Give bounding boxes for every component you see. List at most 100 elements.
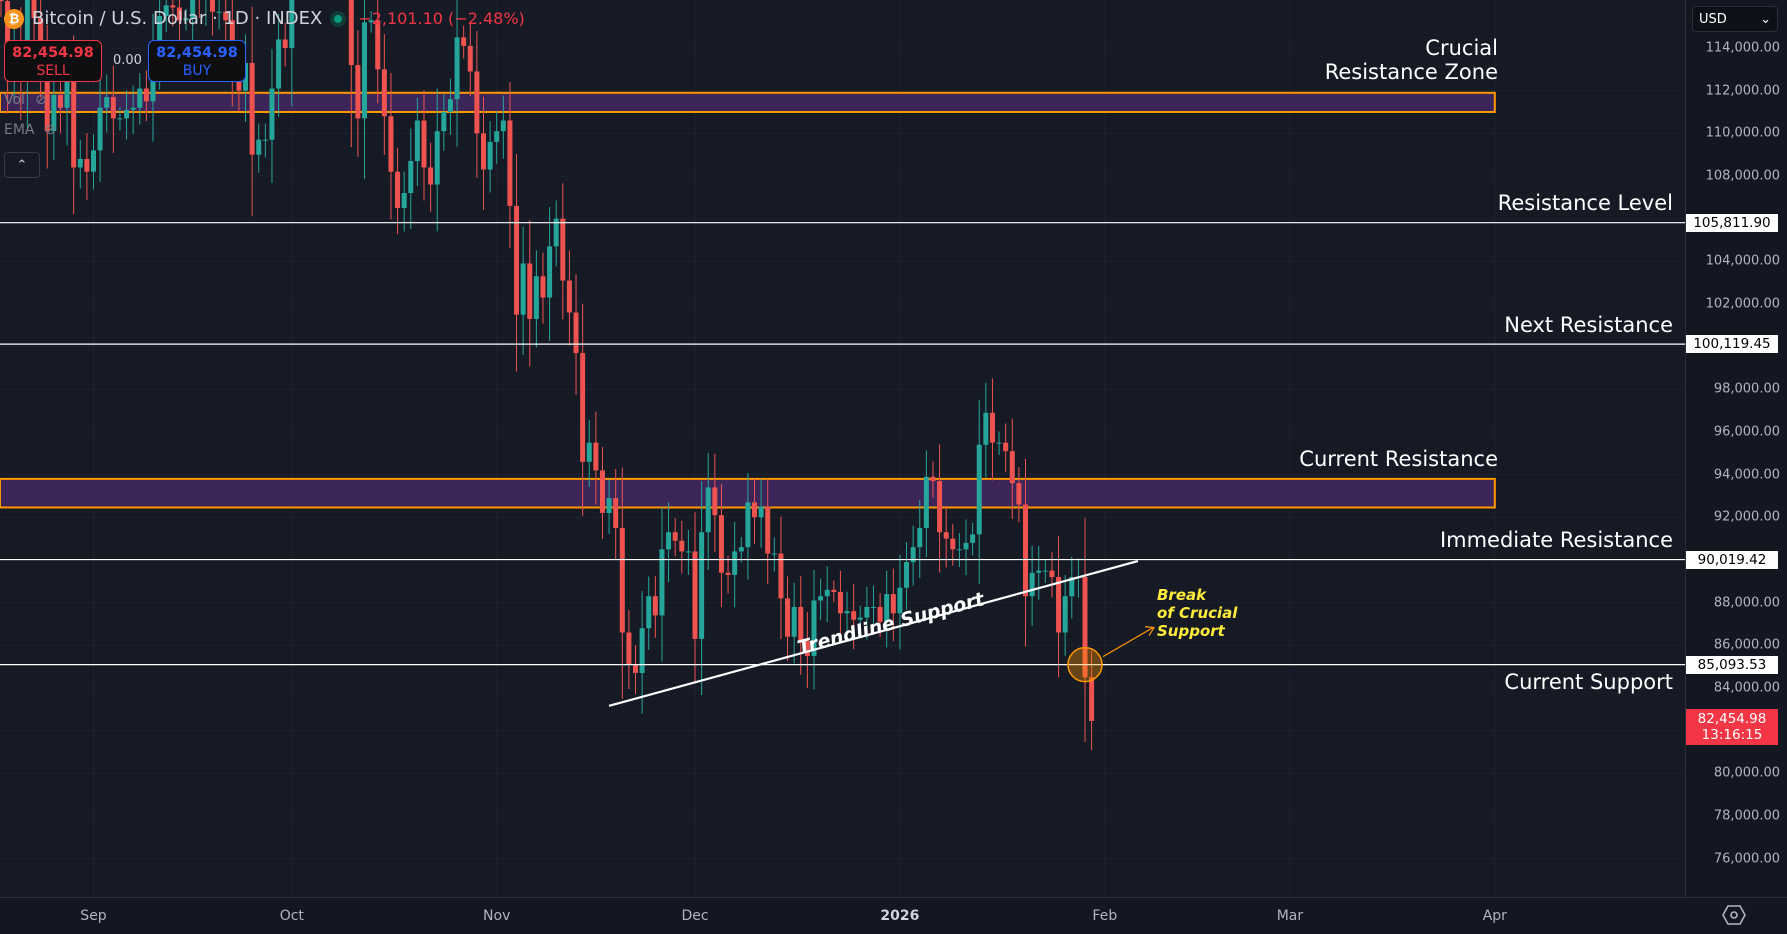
price-tick: 84,000.00 bbox=[1713, 680, 1780, 696]
price-change: −2,101.10 (−2.48%) bbox=[358, 9, 525, 28]
candle-body bbox=[57, 94, 63, 108]
level-price-label: 90,019.42 bbox=[1686, 550, 1778, 569]
eye-off-icon[interactable]: ⊘ bbox=[34, 92, 47, 108]
level-price-label: 105,811.90 bbox=[1686, 213, 1778, 232]
price-tick: 102,000.00 bbox=[1705, 296, 1780, 312]
time-tick: Oct bbox=[279, 908, 304, 924]
candle-body bbox=[857, 617, 863, 620]
chevron-down-icon: ⌄ bbox=[1760, 11, 1771, 27]
price-tick: 86,000.00 bbox=[1713, 637, 1780, 653]
chevron-up-icon: ⌃ bbox=[16, 157, 28, 173]
candle-body bbox=[124, 109, 130, 119]
candle-body bbox=[84, 158, 90, 172]
candle-body bbox=[408, 161, 414, 194]
price-tick: 104,000.00 bbox=[1705, 253, 1780, 269]
candle-body bbox=[269, 88, 275, 140]
candle-body bbox=[428, 167, 434, 185]
currency-select[interactable]: USD ⌄ bbox=[1692, 6, 1778, 32]
candle-body bbox=[1023, 504, 1029, 597]
candle-body bbox=[923, 476, 929, 528]
indicator-vol[interactable]: Vol ⊘ bbox=[4, 92, 47, 108]
candle-body bbox=[652, 596, 658, 616]
candle-body bbox=[540, 276, 546, 298]
price-tick: 108,000.00 bbox=[1705, 168, 1780, 184]
candle-body bbox=[434, 131, 440, 185]
candle-body bbox=[705, 487, 711, 533]
sell-price: 82,454.98 bbox=[12, 45, 94, 61]
candle-body bbox=[1089, 677, 1095, 722]
candle-body bbox=[1062, 596, 1068, 633]
candle-body bbox=[414, 120, 420, 162]
candle-body bbox=[282, 39, 288, 48]
candle-body bbox=[547, 246, 553, 298]
candle-body bbox=[1009, 451, 1015, 484]
candle-body bbox=[130, 107, 136, 110]
price-chart[interactable] bbox=[0, 0, 1685, 897]
candle-body bbox=[712, 487, 718, 516]
candle-body bbox=[983, 412, 989, 445]
candle-body bbox=[778, 553, 784, 599]
annotation-current-support: Current Support bbox=[1504, 670, 1673, 694]
candle-body bbox=[1042, 570, 1048, 572]
candle-body bbox=[626, 632, 632, 665]
time-tick: Sep bbox=[80, 908, 107, 924]
candle-body bbox=[276, 39, 282, 89]
candle-body bbox=[64, 77, 70, 108]
candle-body bbox=[143, 88, 149, 102]
candle-body bbox=[824, 589, 830, 597]
price-axis[interactable]: 114,000.00 112,000.00 110,000.00 108,000.00… bbox=[1685, 0, 1787, 897]
candle-body bbox=[659, 549, 665, 616]
bitcoin-icon: ₿ bbox=[4, 8, 24, 29]
candle-body bbox=[639, 628, 645, 674]
price-tick: 112,000.00 bbox=[1705, 83, 1780, 99]
annotation-crucial-zone: Crucial Resistance Zone bbox=[1324, 36, 1498, 84]
price-tick: 94,000.00 bbox=[1713, 467, 1780, 483]
candle-body bbox=[884, 594, 890, 622]
candle-body bbox=[289, 0, 295, 48]
price-tick: 114,000.00 bbox=[1705, 40, 1780, 56]
candle-body bbox=[362, 22, 368, 119]
candle-body bbox=[937, 481, 943, 533]
collapse-indicators-button[interactable]: ⌃ bbox=[4, 152, 40, 178]
settings-icon[interactable] bbox=[1722, 904, 1746, 926]
candle-body bbox=[190, 0, 196, 19]
time-tick: Feb bbox=[1092, 908, 1118, 924]
candle-body bbox=[507, 120, 513, 206]
candle-body bbox=[104, 97, 110, 108]
candle-body bbox=[249, 62, 255, 155]
candle-body bbox=[137, 88, 143, 108]
candle-body bbox=[71, 77, 77, 168]
candle-body bbox=[950, 538, 956, 550]
candle-body bbox=[520, 263, 526, 315]
candle-body bbox=[970, 534, 976, 543]
price-tick: 98,000.00 bbox=[1713, 381, 1780, 397]
annotation-immediate-resistance: Immediate Resistance bbox=[1439, 528, 1673, 552]
candle-body bbox=[917, 527, 923, 548]
symbol-header[interactable]: ₿ Bitcoin / U.S. Dollar · 1D · INDEX −2,… bbox=[4, 8, 525, 29]
candle-body bbox=[480, 133, 486, 170]
eye-off-icon[interactable]: ⊘ bbox=[44, 122, 57, 138]
candle-body bbox=[401, 193, 407, 208]
candle-body bbox=[930, 476, 936, 482]
buy-button[interactable]: 82,454.98 BUY bbox=[148, 40, 246, 82]
time-axis[interactable]: Sep Oct Nov Dec 2026 Feb Mar Apr bbox=[0, 897, 1787, 934]
candle-body bbox=[870, 606, 876, 608]
price-tick: 78,000.00 bbox=[1713, 808, 1780, 824]
candle-body bbox=[256, 139, 262, 155]
candle-body bbox=[963, 542, 969, 550]
sell-button[interactable]: 82,454.98 SELL bbox=[4, 40, 102, 82]
candle-body bbox=[633, 664, 639, 674]
candle-body bbox=[553, 218, 559, 247]
candle-body bbox=[699, 532, 705, 639]
candle-body bbox=[685, 551, 691, 553]
indicator-ema[interactable]: EMA ⊘ bbox=[4, 122, 56, 138]
price-tick: 92,000.00 bbox=[1713, 509, 1780, 525]
candle-body bbox=[599, 470, 605, 514]
candle-body bbox=[745, 502, 751, 548]
candle-body bbox=[395, 171, 401, 208]
candle-body bbox=[441, 111, 447, 132]
candle-body bbox=[851, 611, 857, 620]
price-tick: 96,000.00 bbox=[1713, 424, 1780, 440]
candle-body bbox=[897, 587, 903, 614]
candle-body bbox=[388, 116, 394, 172]
